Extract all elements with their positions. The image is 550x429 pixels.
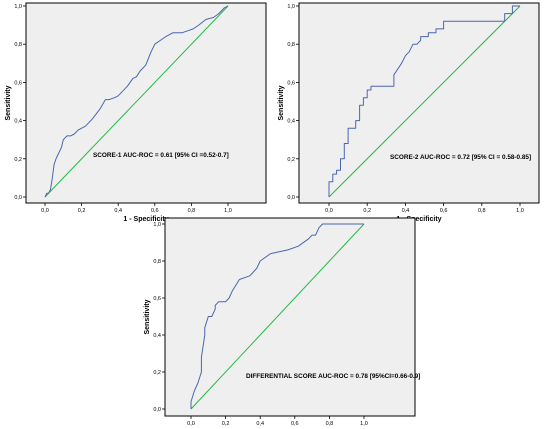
y-tick-label: 0,8: [153, 259, 161, 265]
chart-score-1: 0,0 0,2 0,4 0,6 0,8 1,0 0,0 0,2 0,4 0,6 0,8 1,0 1 - …: [5, 2, 267, 223]
plot-area: [164, 217, 416, 417]
x-tick-label: 0,8: [478, 208, 486, 214]
reference-line: [44, 5, 229, 198]
x-tick-label: 0,6: [151, 208, 159, 214]
roc-curve: [44, 5, 229, 198]
y-tick-label: 0,2: [153, 370, 161, 376]
y-tick-label: 0,4: [287, 119, 295, 125]
roc-curve: [328, 5, 520, 197]
x-tick-label: 0,4: [256, 421, 264, 427]
y-axis-label: Sensitivity: [144, 299, 151, 334]
y-tick-label: 0,8: [14, 42, 22, 48]
y-tick-label: 0,0: [14, 195, 22, 201]
plot-area: [298, 2, 540, 204]
y-tick-label: 0,2: [287, 157, 295, 163]
x-axis-label: 1 - Specificity: [123, 216, 168, 223]
plot-area: [25, 2, 267, 204]
y-tick-label: 1,0: [14, 4, 22, 10]
y-tick-label: 0,6: [287, 80, 295, 86]
x-tick-label: 0,4: [402, 208, 410, 214]
x-tick-label: 0,2: [222, 421, 230, 427]
y-tick-label: 0,0: [153, 407, 161, 413]
y-tick-label: 0,2: [14, 157, 22, 163]
x-tick-label: 1,0: [360, 421, 368, 427]
chart-score-2: 0,0 0,2 0,4 0,6 0,8 1,0 0,0 0,2 0,4 0,6 0,8 1,0 1 - …: [278, 2, 540, 223]
reference-line: [328, 5, 521, 198]
x-tick-label: 1,0: [224, 208, 232, 214]
y-tick-label: 0,6: [14, 80, 22, 86]
y-tick-label: 1,0: [153, 222, 161, 228]
y-tick-label: 0,0: [287, 195, 295, 201]
y-tick-label: 0,6: [153, 296, 161, 302]
x-tick-label: 0,6: [291, 421, 299, 427]
y-tick-label: 0,4: [14, 119, 22, 125]
x-tick-label: 0,2: [78, 208, 86, 214]
reference-line: [190, 223, 365, 410]
chart-differential-score: 0,00,20,40,60,81,00,00,20,40,60,81,01 - …: [144, 217, 420, 427]
x-tick-label: 0,0: [187, 421, 195, 427]
roc-curve: [190, 223, 364, 409]
auc-annotation: SCORE-1 AUC-ROC = 0.61 [95% CI =0.52-0.7…: [93, 152, 229, 159]
x-tick-label: 0,8: [188, 208, 196, 214]
y-axis-label: Sensitivity: [278, 85, 285, 120]
y-tick-label: 0,8: [287, 42, 295, 48]
x-tick-label: 0,0: [41, 208, 49, 214]
x-axis-label: 1 - Specificity: [396, 216, 441, 223]
x-tick-label: 1,0: [516, 208, 524, 214]
x-tick-label: 0,0: [325, 208, 333, 214]
x-tick-label: 0,8: [326, 421, 334, 427]
y-tick-label: 0,4: [153, 333, 161, 339]
y-tick-label: 1,0: [287, 4, 295, 10]
auc-annotation: DIFFERENTIAL SCORE AUC-ROC = 0.78 [95%CI…: [246, 373, 420, 380]
x-tick-label: 0,6: [440, 208, 448, 214]
y-axis-label: Sensitivity: [5, 85, 12, 120]
x-tick-label: 0,4: [114, 208, 122, 214]
auc-annotation: SCORE-2 AUC-ROC = 0.72 [95% CI = 0.58-0.…: [390, 154, 531, 161]
x-tick-label: 0,2: [363, 208, 371, 214]
